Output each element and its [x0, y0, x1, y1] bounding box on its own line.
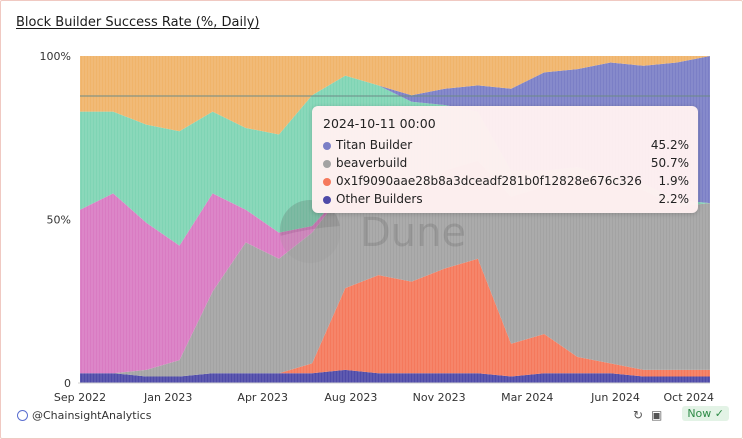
tooltip-series-value: 50.7%	[650, 156, 689, 170]
tooltip-date: 2024-10-11 00:00	[323, 116, 436, 131]
series-area[interactable]	[80, 160, 710, 374]
tooltip-series-name: Titan Builder	[336, 138, 413, 152]
x-tick-label: Jun 2024	[590, 391, 640, 404]
chart-title[interactable]: Block Builder Success Rate (%, Daily)	[16, 15, 260, 30]
tooltip-series-value: 1.9%	[658, 174, 690, 188]
x-tick-label: Jan 2023	[143, 391, 192, 404]
tooltip-row: beaverbuild 50.7%	[323, 156, 689, 173]
y-tick-label: 100%	[40, 50, 71, 63]
series-area[interactable]	[80, 56, 710, 135]
status-badge[interactable]: Now ✓	[682, 406, 729, 421]
dune-watermark-icon: Dune	[280, 200, 466, 264]
series-area[interactable]	[80, 258, 710, 377]
tooltip-row: Titan Builder 45.2%	[323, 138, 689, 155]
legend-dot-icon	[323, 196, 331, 204]
chainsight-logo-icon	[17, 410, 28, 421]
tooltip-series-value: 2.2%	[658, 192, 690, 206]
status-text: Now	[687, 407, 712, 420]
y-tick-label: 0	[64, 377, 71, 390]
legend-dot-icon	[323, 142, 331, 150]
refresh-icon[interactable]: ↻	[633, 408, 644, 422]
tooltip-row: Other Builders 2.2%	[323, 192, 689, 209]
x-tick-label: Mar 2024	[501, 391, 553, 404]
legend-dot-icon	[323, 160, 331, 168]
camera-icon[interactable]: ▣	[651, 408, 663, 422]
check-circle-icon: ✓	[714, 407, 724, 420]
x-tick-label: Oct 2024	[663, 391, 714, 404]
series-area[interactable]	[80, 160, 710, 377]
tooltip-series-name: 0x1f9090aae28b8a3dceadf281b0f12828e676c3…	[336, 174, 642, 188]
footer-actions: ↻ ▣ Now ✓	[633, 406, 729, 424]
author-credit[interactable]: @ChainsightAnalytics	[17, 409, 151, 422]
tooltip-series-name: Other Builders	[336, 192, 423, 206]
x-tick-label: Sep 2022	[54, 391, 106, 404]
author-name: @ChainsightAnalytics	[32, 409, 152, 422]
tooltip-series-value: 45.2%	[650, 138, 689, 152]
tooltip-series-name: beaverbuild	[336, 156, 408, 170]
x-tick-label: Aug 2023	[324, 391, 377, 404]
legend-dot-icon	[323, 178, 331, 186]
x-tick-label: Nov 2023	[413, 391, 466, 404]
chart-tooltip: 2024-10-11 00:00 Titan Builder 45.2% bea…	[312, 106, 698, 213]
y-tick-label: 50%	[47, 214, 71, 227]
x-tick-label: Apr 2023	[237, 391, 288, 404]
watermark-text: Dune	[360, 210, 466, 256]
tooltip-row: 0x1f9090aae28b8a3dceadf281b0f12828e676c3…	[323, 174, 689, 191]
